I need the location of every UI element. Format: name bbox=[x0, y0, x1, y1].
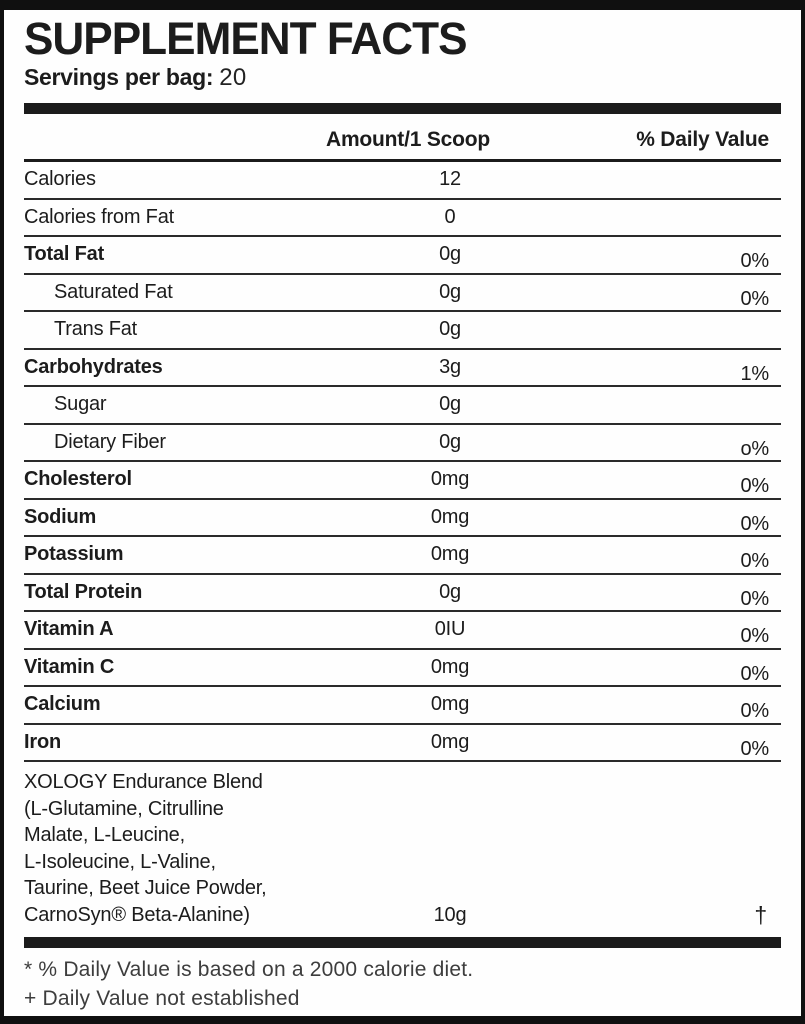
servings-label: Servings per bag: bbox=[24, 64, 214, 90]
table-row: Vitamin C 0mg 0% bbox=[24, 650, 781, 687]
nutrient-amount: 0mg bbox=[430, 655, 470, 678]
table-row: Calories 12 bbox=[24, 162, 781, 200]
table-row: Dietary Fiber 0g o% bbox=[24, 425, 781, 462]
table-row: Sugar 0g bbox=[24, 387, 781, 425]
nutrient-amount: 0g bbox=[439, 580, 461, 603]
nutrient-daily-value: 0% bbox=[740, 250, 769, 273]
nutrient-amount: 0g bbox=[439, 280, 461, 303]
nutrient-name: Vitamin A bbox=[24, 618, 114, 641]
nutrient-name: Dietary Fiber bbox=[54, 430, 166, 453]
table-row: Total Fat 0g 0% bbox=[24, 237, 781, 275]
nutrient-daily-value: 1% bbox=[740, 362, 769, 385]
servings-line: Servings per bag: 20 bbox=[24, 64, 781, 92]
column-header-daily-value: % Daily Value bbox=[636, 128, 769, 151]
nutrient-daily-value: 0% bbox=[740, 587, 769, 610]
nutrient-amount: 0mg bbox=[430, 730, 470, 753]
column-header-amount: Amount/1 Scoop bbox=[325, 128, 491, 151]
blend-amount: 10g bbox=[433, 903, 467, 926]
nutrient-amount: 0g bbox=[439, 318, 461, 341]
nutrient-name: Carbohydrates bbox=[24, 355, 163, 378]
nutrient-name: Sodium bbox=[24, 505, 97, 528]
nutrient-name: Total Protein bbox=[24, 580, 143, 603]
nutrient-name: Calories from Fat bbox=[24, 205, 174, 228]
nutrient-amount: 0g bbox=[439, 430, 461, 453]
nutrient-name: Calcium bbox=[24, 693, 101, 716]
table-row: Sodium 0mg 0% bbox=[24, 500, 781, 537]
nutrient-daily-value: 0% bbox=[740, 550, 769, 573]
table-row: Carbohydrates 3g 1% bbox=[24, 350, 781, 387]
nutrient-amount: 12 bbox=[439, 168, 461, 191]
nutrient-daily-value: 0% bbox=[740, 662, 769, 685]
table-row: Saturated Fat 0g 0% bbox=[24, 275, 781, 312]
nutrient-name: Iron bbox=[24, 730, 61, 753]
table-row: Cholesterol 0mg 0% bbox=[24, 462, 781, 500]
table-column-headers: Amount/1 Scoop % Daily Value bbox=[24, 114, 781, 162]
divider-bar-top bbox=[24, 103, 781, 114]
nutrient-amount: 0g bbox=[439, 243, 461, 266]
nutrient-name: Potassium bbox=[24, 543, 124, 566]
table-row: Iron 0mg 0% bbox=[24, 725, 781, 762]
nutrient-name: Total Fat bbox=[24, 243, 105, 266]
nutrient-daily-value: 0% bbox=[740, 625, 769, 648]
blend-row: XOLOGY Endurance Blend (L-Glutamine, Cit… bbox=[24, 762, 781, 937]
nutrient-daily-value: 0% bbox=[740, 475, 769, 498]
nutrient-amount: 0mg bbox=[430, 693, 470, 716]
nutrient-daily-value: 0% bbox=[740, 700, 769, 723]
page-title: SUPPLEMENT FACTS bbox=[24, 13, 467, 64]
table-row: Vitamin A 0IU 0% bbox=[24, 612, 781, 650]
facts-rows: Calories 12 Calories from Fat 0 Total Fa… bbox=[24, 162, 781, 762]
table-row: Calcium 0mg 0% bbox=[24, 687, 781, 725]
nutrient-daily-value: 0% bbox=[740, 512, 769, 535]
table-row: Potassium 0mg 0% bbox=[24, 537, 781, 575]
footnote-not-established: + Daily Value not established bbox=[24, 987, 300, 1010]
blend-name: XOLOGY Endurance Blend (L-Glutamine, Cit… bbox=[24, 771, 267, 926]
nutrient-daily-value: 0% bbox=[740, 737, 769, 760]
nutrient-amount: 0mg bbox=[430, 468, 470, 491]
blend-daily-value-dagger: † bbox=[754, 901, 767, 928]
nutrient-amount: 3g bbox=[439, 355, 461, 378]
nutrient-amount: 0 bbox=[444, 205, 456, 228]
nutrient-amount: 0mg bbox=[430, 505, 470, 528]
divider-bar-bottom bbox=[24, 937, 781, 948]
table-row: Trans Fat 0g bbox=[24, 312, 781, 350]
footnotes: * % Daily Value is based on a 2000 calor… bbox=[24, 948, 781, 1013]
footnote-daily-value: * % Daily Value is based on a 2000 calor… bbox=[24, 958, 474, 981]
nutrient-name: Sugar bbox=[54, 393, 107, 416]
nutrient-daily-value: o% bbox=[740, 437, 769, 460]
servings-value: 20 bbox=[219, 64, 247, 91]
nutrient-name: Vitamin C bbox=[24, 655, 115, 678]
table-row: Calories from Fat 0 bbox=[24, 200, 781, 237]
nutrient-amount: 0IU bbox=[434, 618, 466, 641]
table-row: Total Protein 0g 0% bbox=[24, 575, 781, 612]
nutrient-daily-value: 0% bbox=[740, 287, 769, 310]
nutrient-amount: 0mg bbox=[430, 543, 470, 566]
nutrient-name: Cholesterol bbox=[24, 468, 132, 491]
nutrient-amount: 0g bbox=[439, 393, 461, 416]
nutrient-name: Saturated Fat bbox=[54, 280, 173, 303]
label-header: SUPPLEMENT FACTS Servings per bag: 20 bbox=[24, 10, 781, 92]
nutrient-name: Trans Fat bbox=[54, 318, 138, 341]
nutrient-name: Calories bbox=[24, 168, 96, 191]
